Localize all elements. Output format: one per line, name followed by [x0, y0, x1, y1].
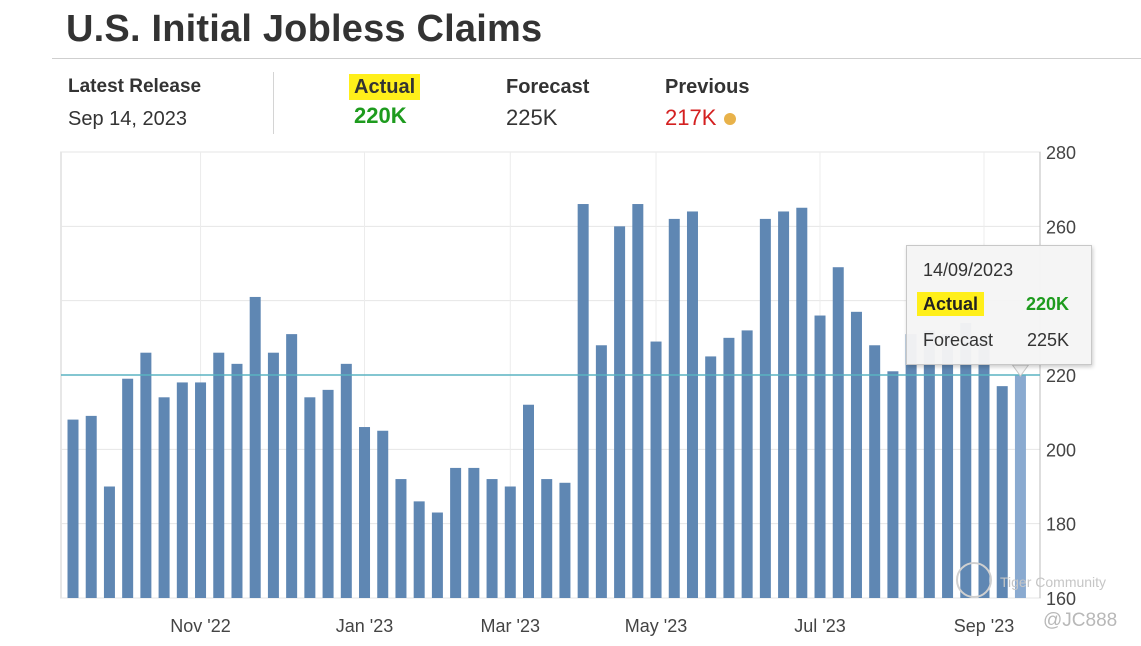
stats-divider	[273, 72, 274, 134]
bar	[67, 419, 79, 598]
bar	[195, 382, 207, 598]
x-tick-label: Mar '23	[481, 616, 540, 636]
bar	[359, 427, 371, 598]
previous-label: Previous	[665, 76, 750, 98]
forecast-value: 225K	[506, 105, 558, 130]
y-tick-label: 260	[1046, 217, 1076, 237]
bar	[85, 415, 97, 598]
bar	[304, 397, 316, 598]
bar	[504, 486, 516, 598]
bar	[796, 207, 808, 598]
bar	[486, 479, 498, 598]
bar	[176, 382, 188, 598]
tooltip-actual-label: Actual	[917, 292, 985, 316]
bar	[759, 218, 771, 598]
bar	[231, 363, 243, 598]
bar	[778, 211, 790, 598]
bar	[541, 479, 553, 598]
previous-value: 217K	[665, 105, 717, 130]
actual-label: Actual	[349, 74, 421, 100]
bar	[468, 467, 480, 598]
bar	[723, 337, 735, 598]
bar	[942, 334, 954, 598]
bar	[158, 397, 170, 598]
bar	[450, 467, 462, 598]
y-tick-label: 180	[1046, 515, 1076, 535]
y-tick-label: 220	[1046, 366, 1076, 386]
bar	[559, 482, 571, 598]
actual-block: Actual 220K	[349, 74, 421, 129]
tooltip-actual-row: Actual 220K	[917, 292, 1069, 316]
bar	[1014, 375, 1026, 598]
bar	[887, 371, 899, 598]
bar	[340, 363, 352, 598]
bar	[267, 352, 279, 598]
bar	[905, 334, 917, 598]
bar	[377, 430, 389, 598]
watermark-text: Tiger Community	[1000, 574, 1107, 590]
chart-tooltip: 14/09/2023 Actual 220K Forecast 225K	[906, 245, 1092, 365]
bar	[978, 337, 990, 598]
tooltip-forecast-row: Forecast 225K	[923, 330, 1069, 351]
tooltip-pointer	[1011, 364, 1030, 377]
bar	[960, 322, 972, 598]
latest-release-block: Latest Release Sep 14, 2023	[68, 76, 201, 131]
x-tick-label: Jul '23	[794, 616, 845, 636]
tooltip-forecast-value: 225K	[1026, 330, 1069, 350]
bar	[741, 330, 753, 598]
bar	[249, 296, 261, 598]
bar	[523, 404, 534, 598]
bar	[286, 334, 298, 598]
x-tick-label: Sep '23	[954, 616, 1015, 636]
revision-dot-icon	[724, 113, 737, 126]
x-tick-label: Nov '22	[170, 616, 230, 636]
bar	[213, 352, 225, 598]
bar	[996, 386, 1008, 598]
previous-block: Previous 217K	[665, 76, 749, 131]
bar	[705, 356, 717, 598]
bar	[595, 345, 607, 598]
tiger-logo-icon	[956, 562, 992, 598]
tooltip-forecast-label: Forecast	[923, 330, 994, 350]
y-tick-label: 160	[1046, 589, 1076, 609]
title-divider	[52, 58, 1141, 59]
bar	[814, 315, 826, 598]
bar	[103, 486, 115, 598]
bar	[632, 204, 644, 599]
bar	[614, 226, 626, 599]
forecast-block: Forecast 225K	[506, 76, 589, 131]
bar	[122, 378, 134, 598]
bar	[431, 512, 443, 598]
bar	[668, 218, 680, 598]
bar	[413, 501, 425, 598]
watermark-handle: @JC888	[1043, 610, 1118, 631]
forecast-label: Forecast	[506, 76, 590, 98]
bar	[869, 345, 881, 598]
tooltip-date: 14/09/2023	[923, 260, 1014, 280]
bar	[577, 204, 589, 599]
bar	[650, 341, 662, 598]
latest-release-label: Latest Release	[68, 76, 202, 97]
y-tick-label: 280	[1046, 143, 1076, 163]
actual-value: 220K	[354, 103, 407, 128]
tooltip-actual-value: 220K	[1025, 294, 1069, 314]
bar	[832, 267, 844, 598]
x-tick-label: May '23	[625, 616, 687, 636]
x-tick-label: Jan '23	[336, 616, 393, 636]
bar	[923, 330, 935, 598]
bar	[850, 311, 862, 598]
bar	[140, 352, 152, 598]
page-title: U.S. Initial Jobless Claims	[66, 8, 543, 50]
bar	[322, 389, 334, 598]
bar	[686, 211, 698, 598]
bar	[395, 479, 407, 598]
latest-release-date: Sep 14, 2023	[68, 108, 187, 130]
y-tick-label: 200	[1046, 440, 1076, 460]
